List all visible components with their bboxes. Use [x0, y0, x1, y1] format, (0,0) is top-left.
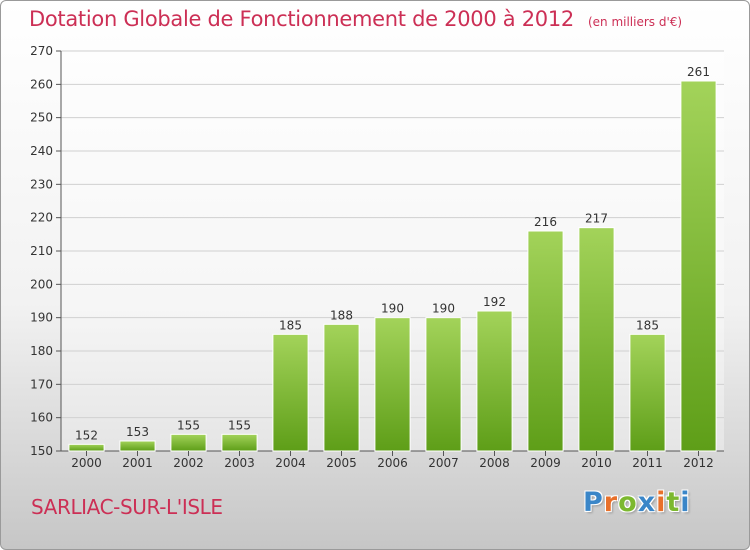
- x-tick-label: 2007: [428, 456, 459, 470]
- data-label: 190: [432, 302, 455, 316]
- bar: [578, 227, 615, 452]
- data-label: 217: [585, 212, 608, 226]
- x-tick-label: 2005: [326, 456, 357, 470]
- y-tick-label: 180: [30, 344, 53, 358]
- x-tick-label: 2006: [377, 456, 408, 470]
- y-tick-label: 170: [30, 377, 53, 391]
- y-tick-label: 230: [30, 177, 53, 191]
- bar: [425, 317, 462, 452]
- y-tick-label: 250: [30, 111, 53, 125]
- x-tick-label: 2011: [632, 456, 663, 470]
- chart-title-text: Dotation Globale de Fonctionnement de 20…: [29, 7, 574, 31]
- x-tick-label: 2012: [683, 456, 714, 470]
- bar: [221, 433, 258, 452]
- logo-letter: t: [666, 487, 681, 518]
- x-tick-label: 2009: [530, 456, 561, 470]
- bar: [68, 443, 105, 452]
- bar: [119, 440, 156, 452]
- bar: [629, 333, 666, 452]
- data-label: 152: [75, 428, 98, 442]
- chart-subtitle: (en milliers d'€): [587, 15, 683, 29]
- x-tick-label: 2010: [581, 456, 612, 470]
- data-label: 192: [483, 295, 506, 309]
- y-tick-label: 150: [30, 444, 53, 458]
- bar: [323, 323, 360, 452]
- logo-letter: r: [603, 487, 619, 518]
- chart-title: Dotation Globale de Fonctionnement de 20…: [29, 7, 682, 31]
- x-tick-label: 2004: [275, 456, 306, 470]
- data-label: 185: [279, 318, 302, 332]
- data-label: 190: [381, 302, 404, 316]
- data-label: 155: [177, 418, 200, 432]
- x-tick-label: 2001: [122, 456, 153, 470]
- proxiti-logo: Proxiti: [583, 487, 691, 518]
- logo-letter: i: [656, 487, 667, 518]
- logo-letter: x: [637, 487, 657, 518]
- data-label: 261: [687, 65, 710, 79]
- y-tick-label: 220: [30, 211, 53, 225]
- bar: [272, 333, 309, 452]
- y-tick-label: 160: [30, 411, 53, 425]
- logo-letter: P: [583, 487, 604, 518]
- y-tick-label: 190: [30, 311, 53, 325]
- y-tick-label: 200: [30, 277, 53, 291]
- logo-letter: i: [680, 487, 691, 518]
- y-tick-label: 270: [30, 44, 53, 58]
- bar: [374, 317, 411, 452]
- data-label: 185: [636, 318, 659, 332]
- bar: [680, 80, 717, 452]
- x-tick-label: 2000: [71, 456, 102, 470]
- y-tick-label: 260: [30, 77, 53, 91]
- x-tick-label: 2008: [479, 456, 510, 470]
- bar: [170, 433, 207, 452]
- bar: [527, 230, 564, 452]
- data-label: 188: [330, 308, 353, 322]
- x-tick-label: 2003: [224, 456, 255, 470]
- y-tick-label: 240: [30, 144, 53, 158]
- town-name: SARLIAC-SUR-L'ISLE: [31, 495, 223, 519]
- data-label: 153: [126, 425, 149, 439]
- data-label: 216: [534, 215, 557, 229]
- x-tick-label: 2002: [173, 456, 204, 470]
- y-tick-label: 210: [30, 244, 53, 258]
- bar: [476, 310, 513, 452]
- logo-letter: o: [618, 487, 638, 518]
- data-label: 155: [228, 418, 251, 432]
